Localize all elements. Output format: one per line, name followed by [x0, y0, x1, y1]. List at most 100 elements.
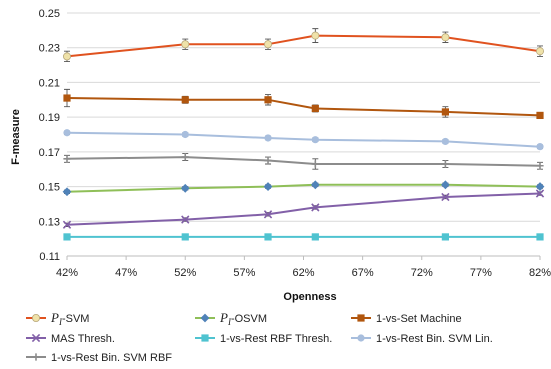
legend: PI-SVM PI-OSVM 1-vs-Set Machine MAS Thresh.…: [26, 310, 493, 364]
data-point: [181, 130, 189, 139]
legend-marker: [32, 353, 40, 361]
data-point: [310, 180, 320, 190]
data-point: [311, 104, 319, 113]
x-tick-label: 62%: [292, 267, 314, 279]
y-tick-label: 0.13: [39, 216, 60, 228]
y-tick-label: 0.17: [39, 147, 60, 159]
legend-item: 1-vs-Rest Bin. SVM RBF: [26, 352, 172, 364]
data-point: [536, 233, 544, 241]
series-line: [66, 131, 541, 148]
data-point: [63, 129, 71, 137]
x-tick-label: 72%: [411, 267, 433, 279]
legend-item: PI-OSVM: [195, 310, 267, 327]
data-point: [181, 153, 189, 161]
y-axis-title: F-measure: [10, 109, 22, 165]
data-point: [311, 233, 319, 241]
data-point: [311, 31, 320, 40]
x-tick-label: 77%: [470, 267, 492, 279]
data-point: [263, 182, 273, 191]
y-tick-label: 0.19: [39, 112, 60, 124]
legend-item: PI-SVM: [26, 310, 89, 327]
data-point: [264, 40, 273, 49]
data-point: [63, 155, 71, 163]
data-point: [536, 47, 545, 56]
series-line: [66, 156, 541, 167]
legend-marker: [357, 314, 365, 322]
data-point: [441, 180, 450, 190]
data-point: [536, 162, 544, 170]
series-4: [62, 189, 545, 229]
data-point: [264, 134, 272, 142]
data-point: [62, 220, 72, 229]
data-point: [535, 182, 545, 191]
legend-label: 1-vs-Rest Bin. SVM RBF: [51, 352, 172, 364]
series-3: [63, 88, 544, 120]
data-point: [181, 233, 189, 241]
legend-label: 1-vs-Set Machine: [376, 313, 462, 325]
data-point: [441, 192, 450, 202]
legend-item: 1-vs-Rest RBF Thresh.: [195, 333, 332, 345]
legend-label: PI-SVM: [50, 310, 89, 327]
series-7: [63, 153, 544, 170]
legend-marker: [357, 334, 365, 342]
x-tick-label: 42%: [56, 267, 78, 279]
series-6: [63, 129, 544, 151]
x-tick-label: 57%: [233, 267, 255, 279]
series-line: [66, 97, 541, 117]
data-point: [311, 136, 319, 144]
data-point: [63, 233, 71, 241]
x-tick-label: 47%: [115, 267, 137, 279]
x-tick-label: 82%: [529, 267, 551, 279]
data-point: [311, 203, 320, 212]
data-point: [181, 96, 189, 104]
data-point: [441, 233, 449, 241]
data-point: [63, 52, 72, 61]
legend-marker: [31, 333, 41, 343]
legend-item: 1-vs-Rest Bin. SVM Lin.: [351, 333, 493, 345]
y-tick-label: 0.11: [39, 251, 60, 263]
series-line: [66, 34, 541, 58]
data-point: [536, 143, 544, 151]
axis-layer: 0.11 0.13 0.15 0.17 0.19 0.21 0.23 0.25 42% 47% 52…: [39, 8, 551, 279]
legend-label: 1-vs-Rest Bin. SVM Lin.: [376, 333, 493, 345]
y-tick-label: 0.21: [39, 77, 60, 89]
series-line: [66, 183, 541, 193]
legend-marker: [200, 313, 210, 323]
data-point: [63, 94, 71, 102]
x-tick-label: 52%: [174, 267, 196, 279]
series-1: [63, 28, 545, 63]
data-point: [181, 40, 190, 49]
legend-label: PI-OSVM: [219, 310, 267, 327]
x-axis-title: Openness: [283, 291, 336, 303]
data-point: [181, 215, 190, 224]
data-point: [535, 189, 545, 198]
series-layer: [62, 28, 545, 241]
data-point: [264, 233, 272, 241]
data-point: [536, 111, 544, 120]
data-point: [441, 160, 449, 168]
series-5: [63, 233, 544, 241]
x-tick-label: 67%: [352, 267, 374, 279]
data-point: [311, 160, 319, 168]
legend-marker: [32, 313, 41, 322]
legend-item: 1-vs-Set Machine: [351, 313, 462, 325]
data-point: [263, 210, 273, 219]
legend-marker: [201, 334, 209, 342]
series-2: [62, 180, 545, 197]
y-tick-label: 0.25: [39, 8, 60, 20]
series-line: [66, 192, 541, 226]
y-tick-label: 0.23: [39, 43, 60, 55]
y-tick-label: 0.15: [39, 182, 60, 194]
data-point: [441, 137, 449, 146]
data-point: [441, 108, 449, 116]
legend-label: MAS Thresh.: [51, 333, 115, 345]
data-point: [264, 96, 272, 104]
data-point: [62, 187, 72, 197]
legend-item: MAS Thresh.: [26, 333, 115, 345]
data-point: [180, 183, 190, 193]
data-point: [264, 156, 272, 165]
data-point: [441, 33, 450, 42]
legend-label: 1-vs-Rest RBF Thresh.: [220, 333, 332, 345]
